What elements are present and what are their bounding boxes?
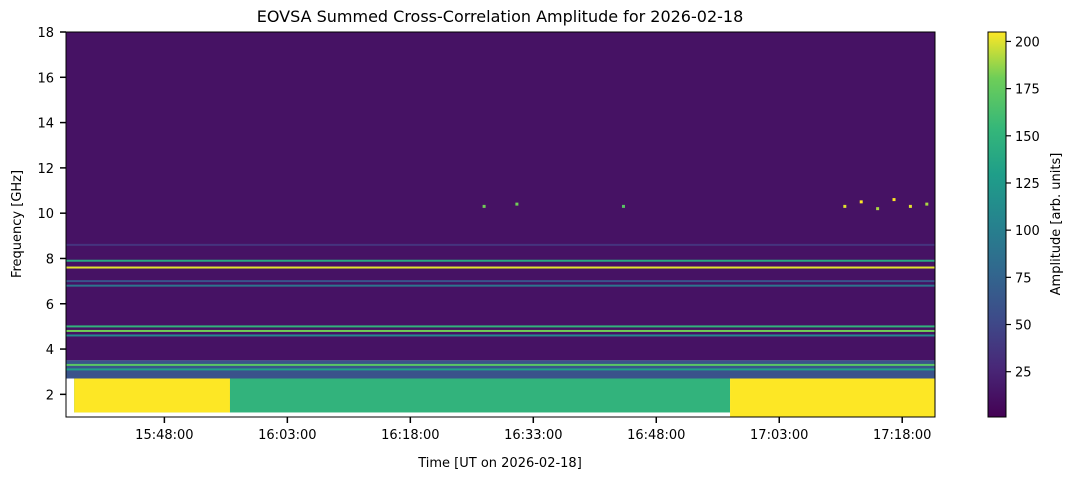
x-tick-label: 17:03:00 xyxy=(750,428,808,443)
heatmap-band-1 xyxy=(66,266,935,269)
colorbar-tick-label: 100 xyxy=(1015,224,1040,239)
colorbar-ticks: 25 50 75 100 125 150 175 200 xyxy=(1006,35,1040,381)
colorbar-tick-label: 200 xyxy=(1015,35,1040,50)
y-tick-label: 4 xyxy=(46,343,54,358)
chart-title: EOVSA Summed Cross-Correlation Amplitude… xyxy=(257,7,744,26)
heatmap-spot-0 xyxy=(482,204,486,208)
x-tick-label: 16:03:00 xyxy=(258,428,316,443)
heatmap-band-9 xyxy=(66,243,935,246)
x-tick-label: 16:18:00 xyxy=(381,428,439,443)
heatmap-band-3 xyxy=(66,284,935,287)
heatmap-region-0 xyxy=(66,32,935,361)
x-axis: 15:48:00 16:03:00 16:18:00 16:33:00 16:48:00… xyxy=(135,417,931,443)
heatmap-spot-3 xyxy=(843,204,847,208)
colorbar: 25 50 75 100 125 150 175 200 xyxy=(987,31,1040,418)
colorbar-tick-label: 150 xyxy=(1015,130,1040,145)
y-tick-label: 12 xyxy=(37,162,54,177)
colorbar-tick-label: 125 xyxy=(1015,177,1040,192)
heatmap-spot-6 xyxy=(892,198,896,202)
heatmap-band-0 xyxy=(66,259,935,262)
colorbar-gradient xyxy=(987,31,1007,418)
y-tick-label: 16 xyxy=(37,71,54,86)
heatmap-plot-area xyxy=(66,32,935,417)
heatmap-band-2 xyxy=(66,280,935,283)
colorbar-tick-label: 75 xyxy=(1015,271,1032,286)
heatmap-band-5 xyxy=(66,329,935,332)
heatmap-region-3 xyxy=(730,378,935,417)
heatmap-spot-8 xyxy=(925,202,929,206)
x-tick-label: 17:18:00 xyxy=(873,428,931,443)
y-tick-label: 8 xyxy=(46,252,54,267)
x-tick-label: 15:48:00 xyxy=(135,428,193,443)
heatmap-spot-5 xyxy=(876,207,880,211)
x-axis-label: Time [UT on 2026-02-18] xyxy=(417,456,582,471)
y-axis-label: Frequency [GHz] xyxy=(10,170,25,278)
x-tick-label: 16:33:00 xyxy=(504,428,562,443)
heatmap-band-6 xyxy=(66,334,935,337)
y-tick-label: 14 xyxy=(37,117,54,132)
colorbar-label: Amplitude [arb. units] xyxy=(1049,153,1064,296)
heatmap-band-7 xyxy=(66,363,935,366)
heatmap-spot-4 xyxy=(859,200,863,204)
y-tick-label: 10 xyxy=(37,207,54,222)
colorbar-tick-label: 175 xyxy=(1015,83,1040,98)
y-tick-label: 6 xyxy=(46,298,54,313)
colorbar-tick-label: 50 xyxy=(1015,319,1032,334)
x-tick-label: 16:48:00 xyxy=(627,428,685,443)
heatmap-spot-1 xyxy=(515,202,519,206)
y-tick-label: 18 xyxy=(37,26,54,41)
y-axis: 2 4 6 8 10 12 14 16 18 xyxy=(37,26,66,403)
heatmap-band-8 xyxy=(66,368,935,371)
heatmap-band-4 xyxy=(66,325,935,328)
plot-frame xyxy=(65,31,936,418)
heatmap-spot-2 xyxy=(621,204,625,208)
heatmap-region-2 xyxy=(74,378,230,413)
heatmap-spot-7 xyxy=(908,204,912,208)
colorbar-tick-label: 25 xyxy=(1015,366,1032,381)
y-tick-label: 2 xyxy=(46,388,54,403)
